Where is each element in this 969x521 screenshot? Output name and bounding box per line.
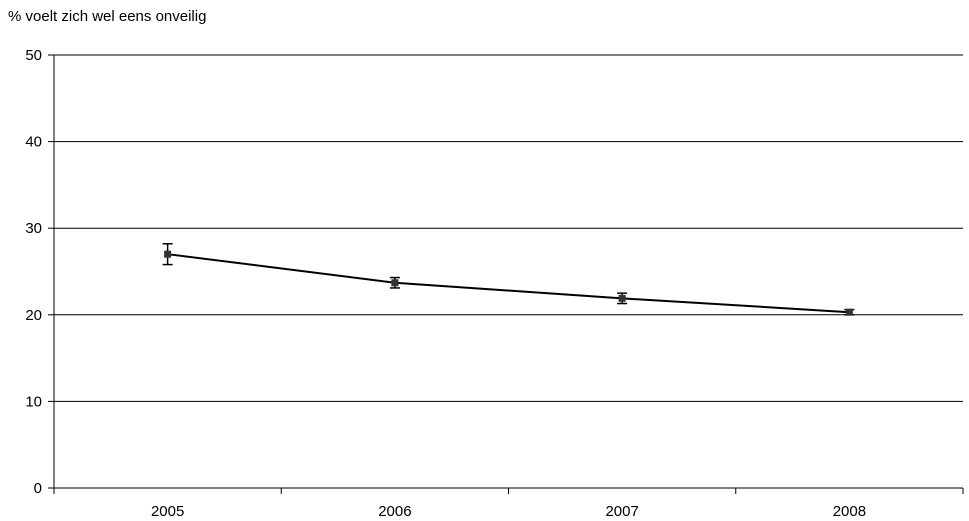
- data-point: [164, 250, 172, 258]
- series-line: [167, 253, 850, 314]
- x-tick-label: 2005: [151, 503, 184, 520]
- data-point: [845, 308, 853, 316]
- y-axis-title: % voelt zich wel eens onveilig: [8, 8, 207, 25]
- data-point: [391, 279, 399, 287]
- gridlines: [54, 54, 963, 402]
- x-tick-label: 2007: [605, 503, 638, 520]
- axes: [48, 54, 964, 494]
- y-tick-label: 0: [34, 480, 42, 497]
- data-point: [618, 294, 626, 302]
- x-tick-labels: 2005 2006 2007 2008: [151, 503, 866, 520]
- x-tick-label: 2008: [833, 503, 866, 520]
- x-tick-label: 2006: [378, 503, 411, 520]
- y-tick-labels: 0 10 20 30 40 50: [25, 47, 42, 497]
- series-layer: [162, 243, 855, 316]
- y-tick-label: 50: [25, 47, 42, 64]
- y-tick-label: 40: [25, 134, 42, 151]
- y-tick-label: 30: [25, 220, 42, 237]
- y-tick-label: 20: [25, 307, 42, 324]
- y-tick-label: 10: [25, 393, 42, 410]
